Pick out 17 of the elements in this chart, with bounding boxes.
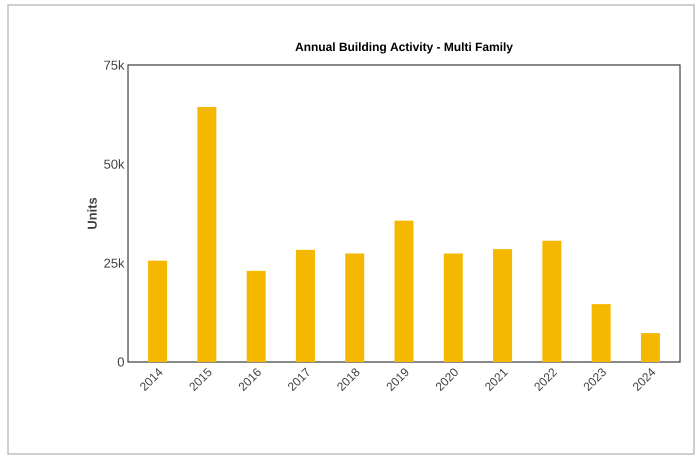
bar [246,270,266,362]
bar [394,220,414,362]
y-tick-label: 50k [104,159,125,169]
bar [592,304,611,362]
bar [444,253,463,362]
y-axis-title: Units [87,198,97,229]
chart-title: Annual Building Activity - Multi Family [295,42,513,54]
y-tick-label: 0 [118,357,124,367]
y-tick-label: 25k [104,258,125,268]
bar [345,253,364,362]
y-tick-label: 75k [104,60,125,70]
bar [296,250,315,362]
bar [148,260,168,362]
bar [493,249,512,362]
bar [542,240,562,362]
bar [640,333,660,362]
bar [197,106,216,362]
